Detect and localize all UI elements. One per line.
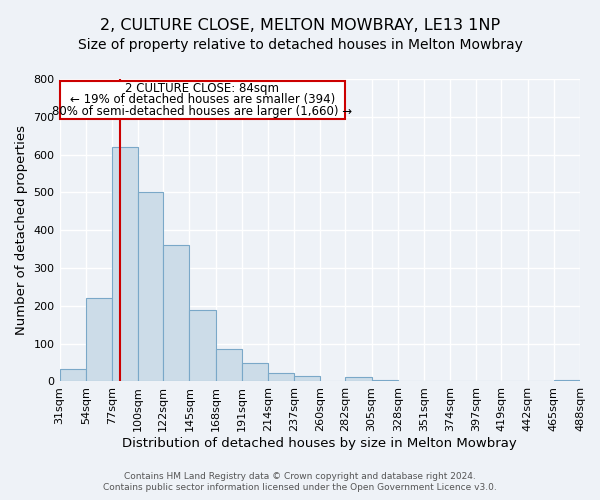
Bar xyxy=(346,378,371,382)
Bar xyxy=(268,373,294,382)
Bar xyxy=(294,376,320,382)
X-axis label: Distribution of detached houses by size in Melton Mowbray: Distribution of detached houses by size … xyxy=(122,437,517,450)
Text: 2 CULTURE CLOSE: 84sqm: 2 CULTURE CLOSE: 84sqm xyxy=(125,82,280,95)
Text: 80% of semi-detached houses are larger (1,660) →: 80% of semi-detached houses are larger (… xyxy=(52,104,353,118)
Bar xyxy=(86,298,112,382)
Text: Contains public sector information licensed under the Open Government Licence v3: Contains public sector information licen… xyxy=(103,484,497,492)
Text: Size of property relative to detached houses in Melton Mowbray: Size of property relative to detached ho… xyxy=(77,38,523,52)
Y-axis label: Number of detached properties: Number of detached properties xyxy=(15,125,28,335)
Bar xyxy=(138,192,163,382)
Bar xyxy=(554,380,580,382)
FancyBboxPatch shape xyxy=(59,81,346,118)
Bar xyxy=(215,350,242,382)
Text: 2, CULTURE CLOSE, MELTON MOWBRAY, LE13 1NP: 2, CULTURE CLOSE, MELTON MOWBRAY, LE13 1… xyxy=(100,18,500,32)
Bar xyxy=(371,380,398,382)
Bar xyxy=(190,310,215,382)
Bar xyxy=(59,369,86,382)
Bar xyxy=(112,147,138,382)
Text: Contains HM Land Registry data © Crown copyright and database right 2024.: Contains HM Land Registry data © Crown c… xyxy=(124,472,476,481)
Bar xyxy=(242,362,268,382)
Text: ← 19% of detached houses are smaller (394): ← 19% of detached houses are smaller (39… xyxy=(70,94,335,106)
Bar xyxy=(163,246,190,382)
